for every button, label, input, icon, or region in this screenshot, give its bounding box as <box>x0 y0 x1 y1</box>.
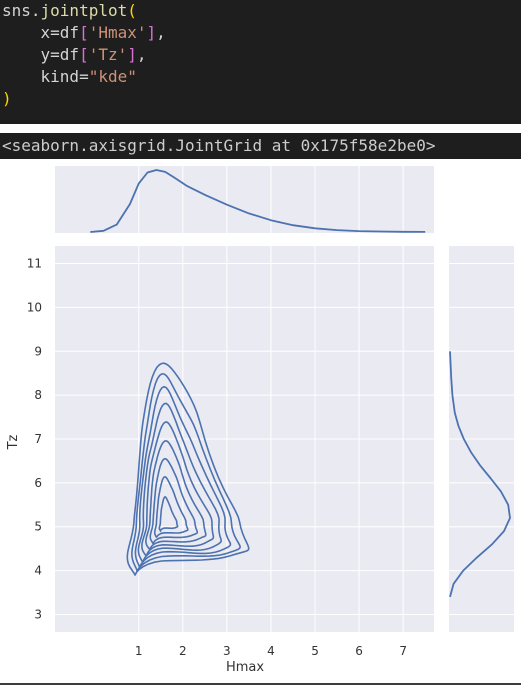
y-tick-label: 11 <box>27 257 42 271</box>
marginal-y-kde <box>449 351 511 598</box>
cell-output-text: <seaborn.axisgrid.JointGrid at 0x175f58e… <box>0 133 521 159</box>
code-token: ( <box>127 1 137 20</box>
kde-contour-level <box>149 458 199 545</box>
jointplot-svg: 1 2 3 4 5 6 7 3 4 5 6 7 8 9 10 11 Hmax Tz <box>6 166 514 675</box>
tick-labels: 1 2 3 4 5 6 7 3 4 5 6 7 8 9 10 11 <box>27 257 407 658</box>
x-tick-label: 5 <box>311 644 319 658</box>
y-tick-label: 5 <box>34 520 42 534</box>
y-tick-label: 8 <box>34 388 42 402</box>
y-tick-label: 10 <box>27 300 42 314</box>
code-token: 'Hmax' <box>88 23 147 42</box>
code-token: ) <box>2 89 12 108</box>
code-line: sns.jointplot( <box>2 0 521 22</box>
y-tick-label: 6 <box>34 476 42 490</box>
code-token: "kde" <box>88 67 137 86</box>
code-token: kind= <box>2 67 89 86</box>
code-cell[interactable]: sns.jointplot( x=df['Hmax'], y=df['Tz'],… <box>0 0 521 124</box>
code-token: sns. <box>2 1 41 20</box>
code-line: ) <box>2 88 521 110</box>
y-tick-label: 7 <box>34 432 42 446</box>
marginal-y-density-line <box>449 351 511 598</box>
x-tick-label: 2 <box>179 644 187 658</box>
grid-lines <box>55 166 514 632</box>
x-tick-label: 1 <box>135 644 143 658</box>
kde-contour-level <box>153 475 189 538</box>
code-token: x=df <box>2 23 80 42</box>
x-tick-label: 3 <box>223 644 231 658</box>
y-tick-label: 4 <box>34 564 42 578</box>
code-token: ] <box>127 45 137 64</box>
y-axis-label: Tz <box>6 434 21 450</box>
y-tick-label: 9 <box>34 344 42 358</box>
joint-kde-contours <box>126 362 250 576</box>
jointplot-figure: 1 2 3 4 5 6 7 3 4 5 6 7 8 9 10 11 Hmax Tz <box>0 159 521 683</box>
code-token: 'Tz' <box>88 45 128 64</box>
x-tick-label: 6 <box>355 644 363 658</box>
kde-contour-level <box>158 496 179 533</box>
kde-contour-level <box>126 362 250 576</box>
code-line: y=df['Tz'], <box>2 44 521 66</box>
code-token: [ <box>79 45 89 64</box>
marginal-x-kde <box>90 169 426 233</box>
y-tick-label: 3 <box>34 607 42 621</box>
marginal-x-axes <box>55 166 434 233</box>
code-token: jointplot <box>40 1 128 20</box>
x-tick-label: 4 <box>267 644 275 658</box>
code-editor[interactable]: sns.jointplot( x=df['Hmax'], y=df['Tz'],… <box>2 0 521 110</box>
code-token: , <box>136 45 147 64</box>
marginal-x-density-line <box>90 169 426 233</box>
code-token: y=df <box>2 45 80 64</box>
code-line: x=df['Hmax'], <box>2 22 521 44</box>
cell-bottom-border <box>0 683 521 685</box>
code-line: kind="kde" <box>2 66 521 88</box>
x-axis-label: Hmax <box>226 660 264 675</box>
code-token: , <box>156 23 166 42</box>
code-token: [ <box>79 23 89 42</box>
code-token: ] <box>146 23 157 42</box>
x-tick-label: 7 <box>399 644 407 658</box>
